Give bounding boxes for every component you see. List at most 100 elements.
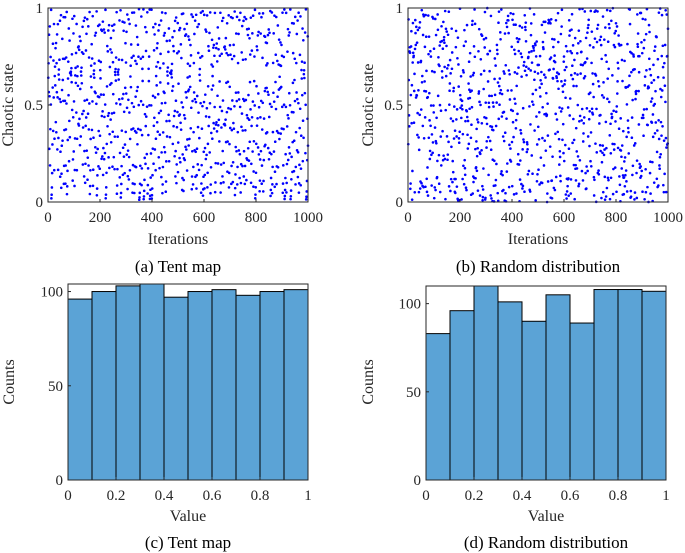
scatter-point	[524, 21, 528, 24]
scatter-point	[534, 43, 537, 47]
scatter-point	[284, 176, 287, 180]
scatter-point	[299, 183, 303, 187]
scatter-point	[542, 164, 546, 167]
scatter-point	[235, 15, 239, 19]
scatter-point	[97, 129, 100, 133]
scatter-point	[298, 107, 302, 111]
scatter-point	[123, 86, 127, 90]
scatter-point	[299, 167, 303, 170]
scatter-point	[175, 125, 179, 129]
scatter-point	[112, 111, 116, 115]
scatter-point	[148, 103, 151, 107]
scatter-point	[187, 88, 191, 91]
scatter-point	[500, 115, 504, 118]
scatter-point	[205, 153, 208, 157]
scatter-point	[98, 134, 102, 138]
scatter-point	[506, 14, 510, 18]
x-tick-label: 400	[501, 210, 524, 226]
scatter-point	[558, 106, 561, 109]
scatter-point	[95, 187, 99, 190]
scatter-point	[231, 161, 235, 164]
scatter-point	[225, 21, 229, 25]
scatter-point	[161, 191, 164, 195]
scatter-point	[486, 52, 490, 56]
scatter-point	[521, 106, 525, 110]
scatter-point	[660, 134, 663, 137]
scatter-point	[528, 190, 532, 193]
scatter-point	[435, 116, 438, 120]
scatter-point	[253, 104, 256, 107]
scatter-point	[627, 84, 631, 87]
scatter-point	[516, 112, 519, 116]
scatter-point	[579, 72, 582, 75]
scatter-point	[226, 140, 229, 143]
scatter-point	[245, 178, 248, 182]
scatter-point	[512, 135, 515, 139]
scatter-point	[503, 131, 507, 134]
scatter-point	[437, 55, 440, 59]
scatter-point	[195, 173, 199, 177]
scatter-point	[141, 103, 145, 107]
scatter-point	[502, 139, 506, 143]
scatter-point	[606, 40, 610, 44]
scatter-point	[637, 70, 641, 74]
histogram-bar	[163, 296, 189, 481]
scatter-point	[614, 21, 618, 25]
scatter-point	[506, 89, 510, 92]
scatter-point	[53, 65, 57, 68]
scatter-point	[652, 181, 656, 184]
scatter-point	[485, 146, 488, 149]
scatter-point	[81, 163, 85, 166]
scatter-point	[78, 143, 82, 147]
scatter-point	[235, 149, 238, 153]
scatter-point	[419, 59, 423, 63]
scatter-point	[156, 92, 160, 96]
scatter-point	[66, 60, 70, 63]
scatter-point	[272, 150, 276, 153]
scatter-point	[533, 70, 537, 74]
scatter-point	[457, 141, 461, 145]
scatter-point	[293, 99, 297, 103]
scatter-point	[581, 63, 585, 67]
scatter-point	[79, 39, 82, 43]
scatter-point	[113, 23, 116, 26]
y-tick-label: 0	[396, 195, 404, 211]
scatter-point	[67, 159, 71, 163]
scatter-point	[489, 194, 492, 197]
scatter-point	[551, 37, 554, 41]
scatter-point	[595, 40, 599, 44]
scatter-point	[651, 160, 654, 164]
scatter-point	[484, 196, 487, 200]
scatter-point	[488, 69, 491, 73]
scatter-point	[83, 99, 86, 102]
scatter-point	[619, 149, 623, 152]
scatter-point	[451, 159, 455, 163]
scatter-point	[238, 18, 241, 22]
scatter-point	[552, 186, 556, 190]
scatter-point	[154, 137, 158, 140]
panel-d-ylabel: Counts	[360, 359, 377, 404]
scatter-point	[613, 45, 617, 49]
scatter-point	[271, 183, 274, 186]
scatter-point	[134, 95, 137, 98]
scatter-point	[173, 19, 177, 23]
scatter-point	[261, 56, 264, 60]
scatter-point	[548, 145, 552, 148]
scatter-point	[602, 81, 605, 84]
scatter-point	[515, 84, 518, 88]
scatter-point	[60, 144, 64, 148]
scatter-point	[303, 31, 307, 34]
scatter-point	[512, 12, 515, 16]
scatter-point	[271, 165, 274, 169]
scatter-point	[90, 128, 94, 132]
scatter-point	[543, 31, 547, 34]
scatter-point	[636, 13, 639, 16]
scatter-point	[571, 141, 574, 145]
scatter-point	[127, 18, 130, 21]
x-tick-label: 0.6	[203, 488, 222, 504]
scatter-point	[584, 36, 588, 40]
scatter-point	[482, 69, 486, 73]
scatter-point	[149, 104, 153, 107]
scatter-point	[153, 33, 156, 36]
scatter-point	[140, 167, 144, 170]
